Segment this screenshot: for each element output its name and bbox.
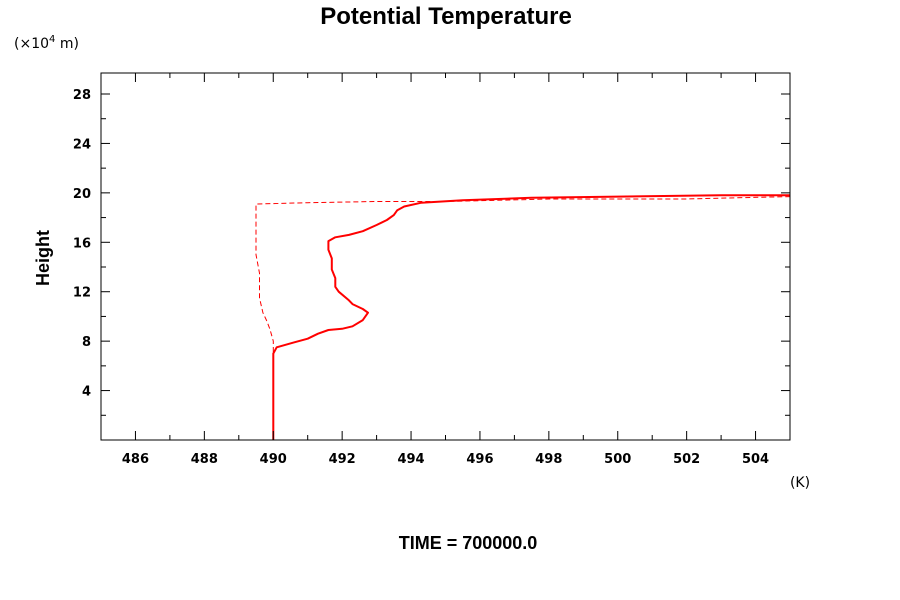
series-line-dashed <box>255 196 790 440</box>
y-tick-label: 8 <box>82 335 91 350</box>
x-tick-label: 498 <box>535 452 562 467</box>
y-axis-unit-prefix: (×10 <box>14 36 49 52</box>
x-tick-label: 504 <box>742 452 769 467</box>
y-axis-unit-exponent: 4 <box>49 34 55 45</box>
x-tick-label: 500 <box>604 452 631 467</box>
x-tick-label: 494 <box>397 452 424 467</box>
y-tick-label: 12 <box>73 286 91 301</box>
y-tick-label: 20 <box>73 187 91 202</box>
y-tick-label: 16 <box>73 236 91 251</box>
x-tick-label: 492 <box>329 452 356 467</box>
y-axis-unit: (×104 m) <box>14 34 79 52</box>
x-tick-label: 488 <box>191 452 218 467</box>
y-tick-label: 28 <box>73 88 91 103</box>
plot-area <box>255 194 790 440</box>
y-axis-label: Height <box>33 230 53 286</box>
x-tick-label: 496 <box>466 452 493 467</box>
series-line-solid <box>272 194 790 440</box>
chart-title: Potential Temperature <box>320 3 572 30</box>
x-tick-label: 486 <box>122 452 149 467</box>
x-axis-unit: (K) <box>790 475 810 491</box>
y-tick-label: 4 <box>82 385 91 400</box>
time-footer: TIME = 700000.0 <box>399 533 538 553</box>
x-tick-label: 502 <box>673 452 700 467</box>
x-axis: 486 488 490 492 494 496 498 500 502 504 <box>100 73 791 467</box>
y-tick-label: 24 <box>73 137 91 152</box>
plot-frame <box>100 72 791 441</box>
y-axis: 4 8 12 16 20 24 28 <box>73 88 790 416</box>
y-axis-unit-suffix: m) <box>55 36 79 52</box>
x-tick-label: 490 <box>260 452 287 467</box>
